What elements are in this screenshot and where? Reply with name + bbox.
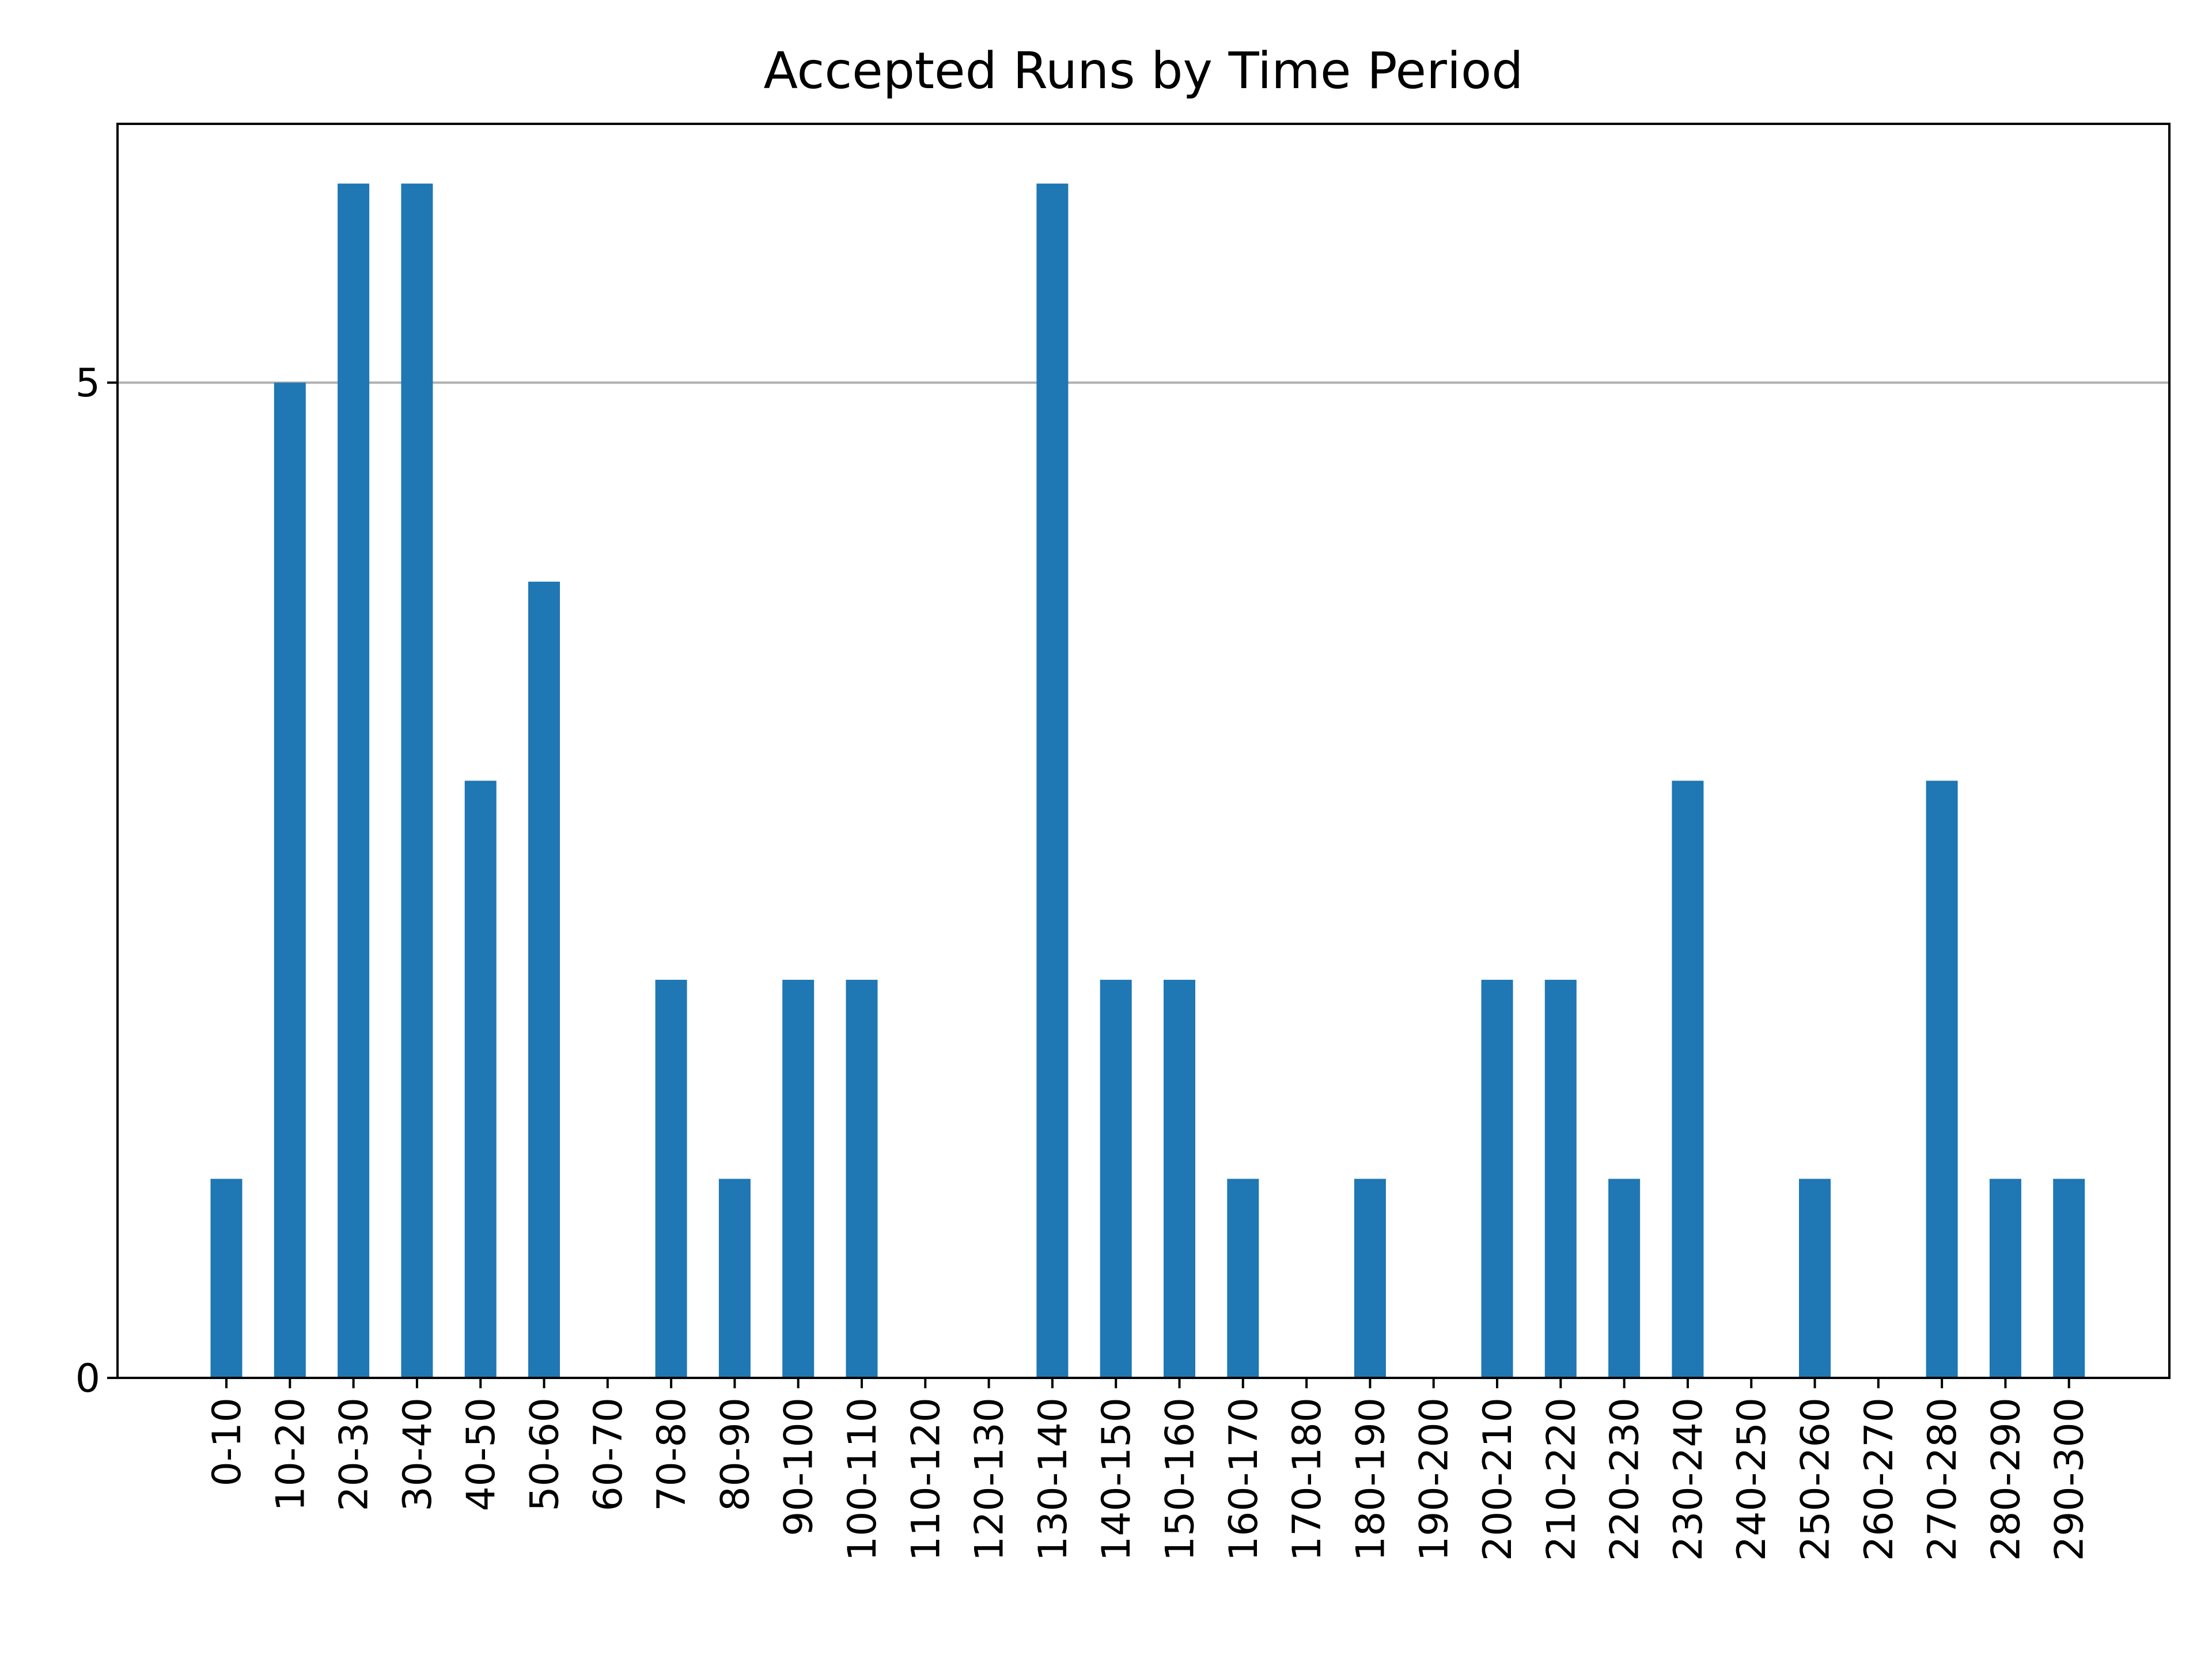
bar: [210, 1179, 243, 1378]
x-tick-label: 250-260: [1793, 1397, 1839, 1561]
bar: [274, 382, 306, 1378]
x-tick-label: 280-290: [1983, 1397, 2029, 1561]
bar: [782, 979, 815, 1378]
x-axis: 0-10 10-20 20-30 30-40 40-50 50-60 60-70 70-80 8…: [204, 1378, 2093, 1561]
bar: [846, 979, 878, 1378]
x-tick-label: 120-130: [967, 1397, 1013, 1561]
bar: [401, 183, 433, 1378]
bar: [338, 183, 370, 1378]
x-tick-label: 30-40: [395, 1397, 441, 1512]
x-tick-label: 110-120: [903, 1397, 949, 1561]
x-tick-label: 260-270: [1857, 1397, 1902, 1561]
bars-layer: [210, 183, 2085, 1378]
bar: [464, 781, 497, 1378]
bar: [1544, 979, 1577, 1378]
x-tick-label: 170-180: [1285, 1397, 1330, 1561]
bar: [1164, 979, 1195, 1378]
x-tick-label: 180-190: [1348, 1397, 1393, 1561]
x-tick-label: 190-200: [1412, 1397, 1457, 1561]
x-tick-label: 270-280: [1920, 1397, 1965, 1561]
bar: [655, 979, 687, 1378]
x-tick-label: 40-50: [459, 1397, 504, 1512]
bar: [1608, 1179, 1641, 1378]
bar: [1989, 1179, 2021, 1378]
bar: [1481, 979, 1513, 1378]
x-tick-label: 210-220: [1539, 1397, 1584, 1561]
x-tick-label: 290-300: [2047, 1397, 2093, 1561]
bar: [1672, 781, 1704, 1378]
bar: [1100, 979, 1132, 1378]
bar: [1799, 1179, 1831, 1378]
x-tick-label: 100-110: [840, 1397, 885, 1561]
plot-frame: [116, 123, 2171, 1379]
y-tick-label: 5: [75, 361, 100, 406]
x-tick-label: 240-250: [1729, 1397, 1775, 1561]
bar: [528, 581, 560, 1378]
x-tick-label: 150-160: [1158, 1397, 1203, 1561]
x-tick-label: 80-90: [713, 1397, 758, 1512]
x-tick-label: 160-170: [1221, 1397, 1267, 1561]
bar: [2053, 1179, 2085, 1378]
x-tick-label: 230-240: [1666, 1397, 1711, 1561]
x-tick-label: 220-230: [1603, 1397, 1648, 1561]
bar: [1227, 1179, 1259, 1378]
x-tick-label: 50-60: [522, 1397, 568, 1512]
bar: [1036, 183, 1069, 1378]
x-tick-label: 10-20: [268, 1397, 313, 1512]
x-tick-label: 140-150: [1094, 1397, 1139, 1561]
x-tick-label: 0-10: [204, 1397, 250, 1486]
x-tick-label: 200-210: [1475, 1397, 1521, 1561]
y-tick-label: 0: [75, 1356, 100, 1402]
x-tick-label: 60-70: [586, 1397, 631, 1512]
bar: [1354, 1179, 1386, 1378]
x-tick-label: 20-30: [332, 1397, 377, 1512]
x-tick-label: 70-80: [649, 1397, 695, 1512]
y-axis: 05: [75, 361, 118, 1402]
x-tick-label: 130-140: [1031, 1397, 1076, 1561]
bar: [1926, 781, 1958, 1378]
x-tick-label: 90-100: [777, 1397, 822, 1536]
chart-title: Accepted Runs by Time Period: [764, 41, 1524, 100]
bar: [718, 1179, 751, 1378]
